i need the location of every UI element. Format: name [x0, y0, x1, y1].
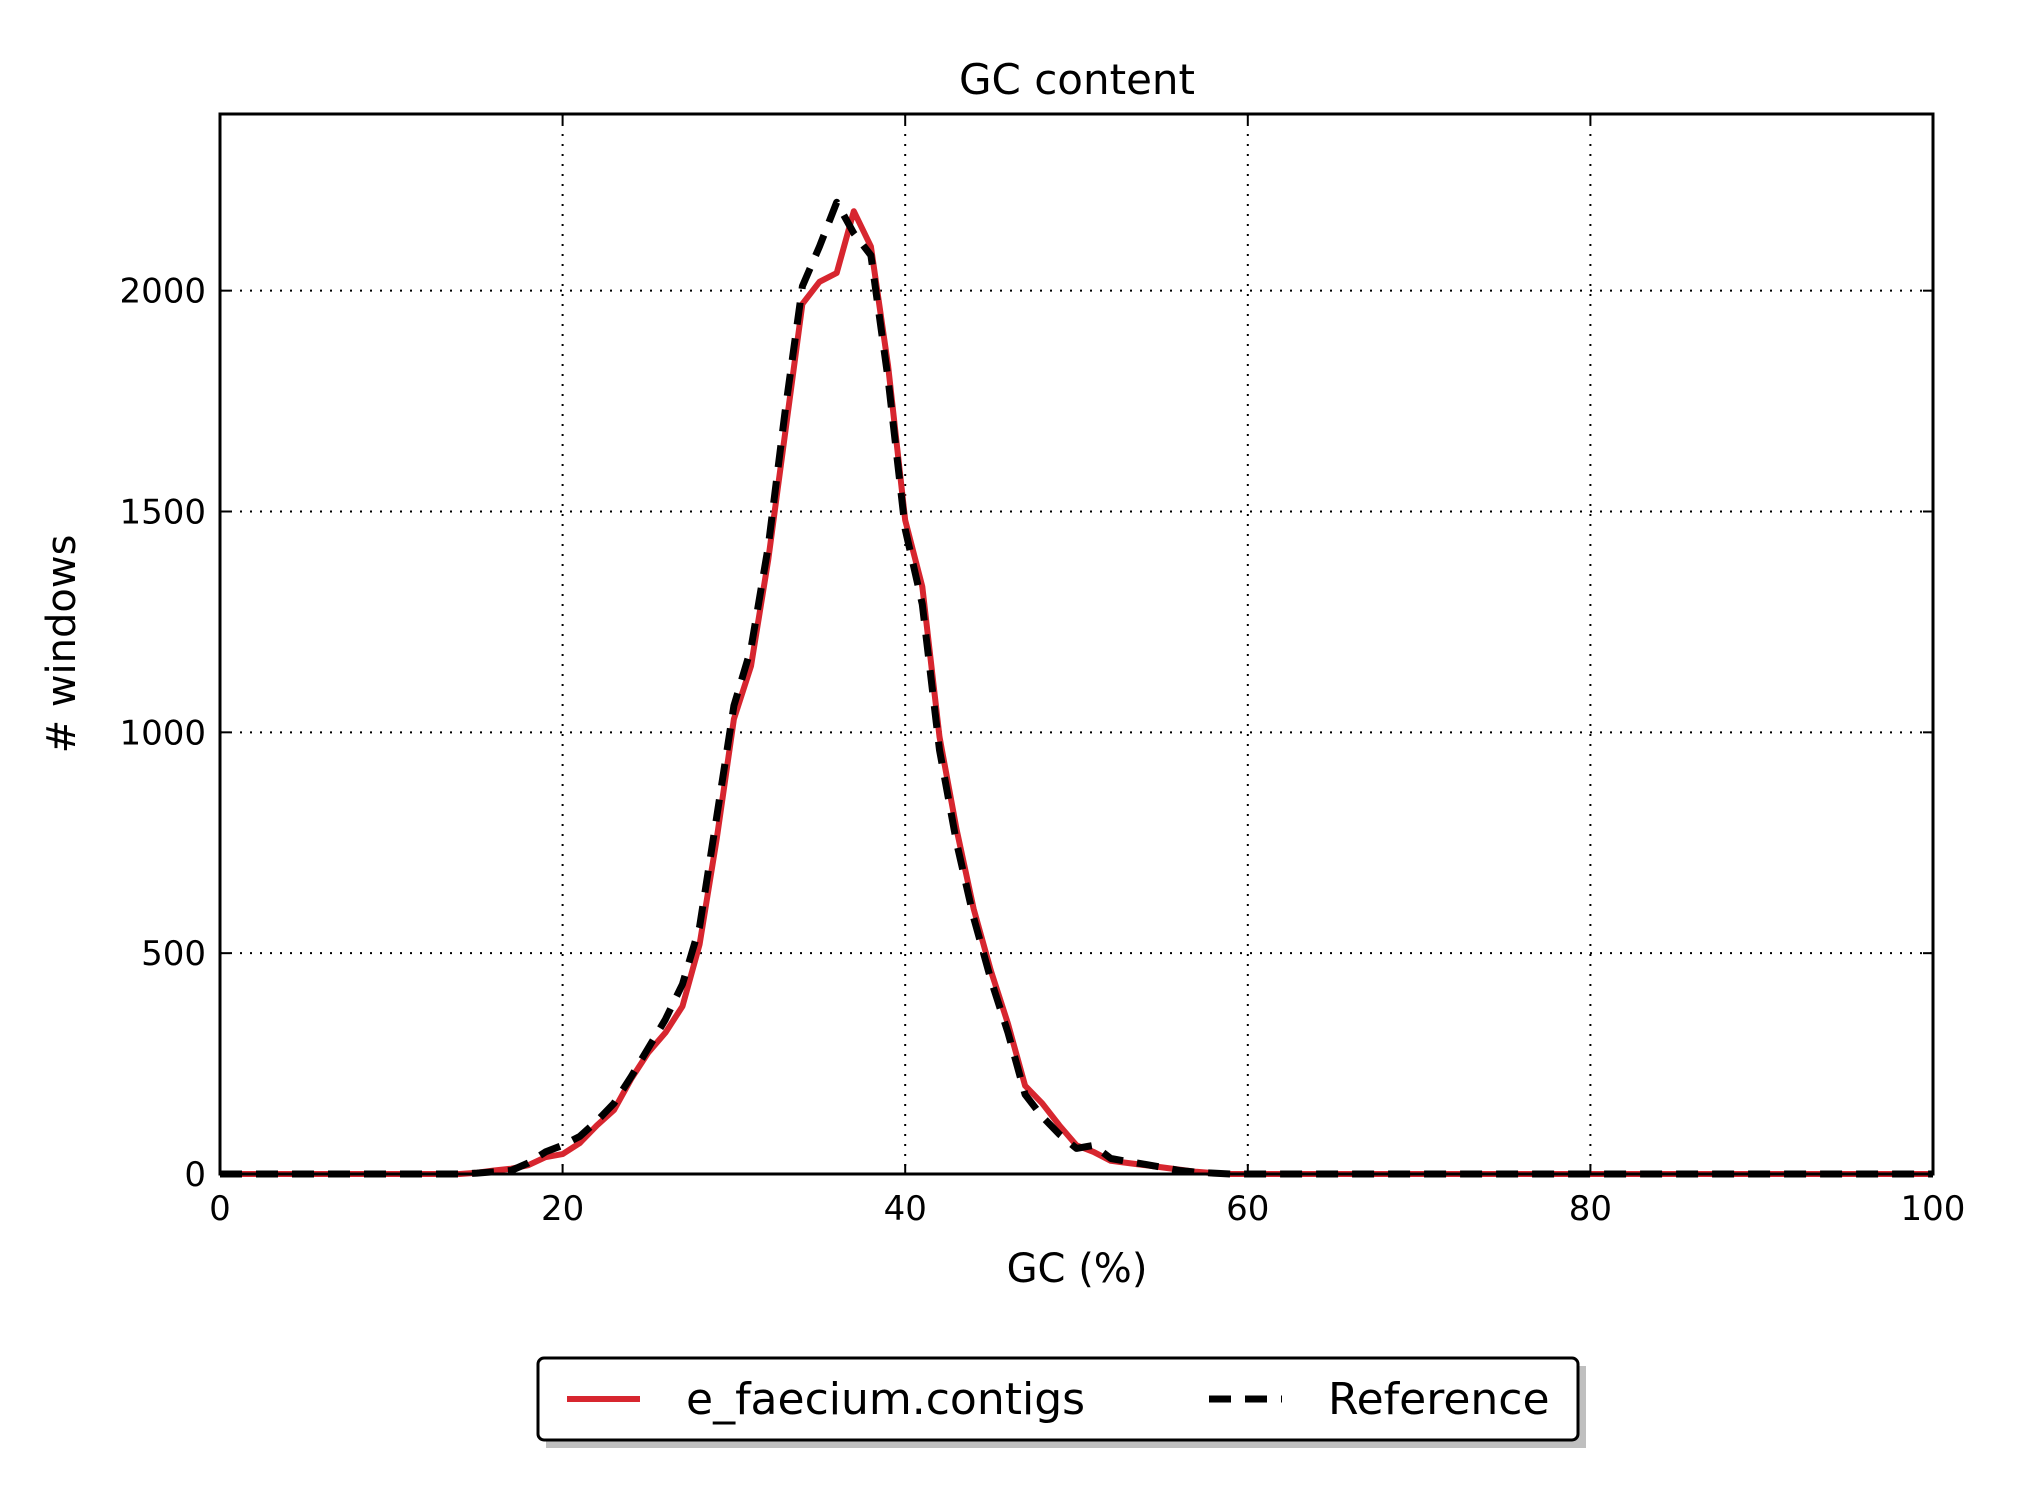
- legend: e_faecium.contigs Reference: [536, 1356, 1586, 1448]
- x-axis-label: GC (%): [1007, 1246, 1148, 1292]
- y-tick-label: 1500: [119, 493, 206, 533]
- x-tick-label: 20: [541, 1189, 584, 1229]
- x-tick-label: 80: [1569, 1189, 1612, 1229]
- y-tick-label: 500: [141, 934, 206, 974]
- x-tick-label: 100: [1901, 1189, 1966, 1229]
- x-tick-label: 0: [209, 1189, 231, 1229]
- y-tick-label: 2000: [119, 272, 206, 312]
- series-lines: [220, 198, 1933, 1178]
- x-tick-label: 60: [1226, 1189, 1269, 1229]
- legend-label-e-faecium-contigs: e_faecium.contigs: [686, 1374, 1085, 1425]
- grid-lines: [220, 114, 1933, 1174]
- series-line-reference: [220, 198, 1933, 1178]
- y-axis-label: # windows: [39, 535, 85, 754]
- legend-label-reference: Reference: [1328, 1374, 1550, 1425]
- x-tick-label: 40: [884, 1189, 927, 1229]
- plot-area-frame: [218, 112, 1935, 1176]
- y-tick-label: 1000: [119, 713, 206, 753]
- chart-title: GC content: [959, 55, 1195, 104]
- y-tick-label: 0: [184, 1155, 206, 1195]
- legend-box: [536, 1356, 1580, 1442]
